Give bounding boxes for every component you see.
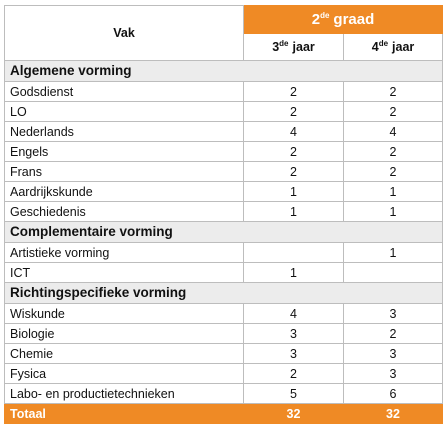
subject-row: Frans 2 2 [4, 161, 444, 182]
subject-header: Vak [4, 5, 244, 61]
hours-cell: 3 [342, 363, 444, 384]
hours-cell: 2 [342, 161, 444, 182]
group-number: 2 [311, 10, 321, 28]
subject-row: Artistieke vorming 1 [4, 242, 444, 263]
hours-cell: 1 [342, 201, 444, 222]
subject-name: LO [4, 101, 244, 122]
year-number: 4 [371, 40, 379, 54]
total-value: 32 [342, 403, 444, 424]
hours-cell: 2 [243, 141, 344, 162]
subject-row: Wiskunde 4 3 [4, 303, 444, 324]
year-suffix: de [378, 38, 389, 48]
hours-cell: 2 [243, 161, 344, 182]
group-suffix: de [320, 10, 330, 20]
section-title: Complementaire vorming [3, 221, 444, 243]
hours-cell: 4 [342, 121, 444, 142]
hours-cell: 2 [342, 141, 444, 162]
year-label: jaar [292, 40, 315, 54]
hours-cell: 2 [342, 81, 444, 102]
subject-row: Aardrijkskunde 1 1 [4, 181, 444, 202]
hours-cell: 2 [342, 323, 444, 344]
hours-cell: 6 [342, 383, 444, 404]
group-header: 2de graad [242, 5, 444, 34]
subject-row: Godsdienst 2 2 [4, 81, 444, 102]
total-row: Totaal 32 32 [4, 403, 444, 424]
subject-row: Chemie 3 3 [4, 343, 444, 364]
subject-name: Labo- en productietechnieken [4, 383, 244, 404]
subject-name: ICT [4, 262, 244, 283]
hours-cell: 1 [243, 181, 344, 202]
curriculum-table: Vak 2de graad 3de jaar 4de jaar Algemene vo… [3, 5, 444, 424]
subject-row: Nederlands 4 4 [4, 121, 444, 142]
section-row: Complementaire vorming [3, 221, 444, 243]
year-number: 3 [272, 40, 280, 54]
subject-name: Artistieke vorming [4, 242, 244, 263]
section-row: Richtingspecifieke vorming [3, 282, 444, 304]
hours-cell: 1 [342, 181, 444, 202]
year-label: jaar [392, 40, 415, 54]
subject-row: Labo- en productietechnieken 5 6 [4, 383, 444, 404]
group-label: graad [333, 10, 375, 28]
hours-cell: 2 [243, 363, 344, 384]
subject-name: Nederlands [4, 121, 244, 142]
total-label: Totaal [4, 403, 244, 424]
hours-cell: 2 [243, 101, 344, 122]
section-title: Richtingspecifieke vorming [3, 282, 444, 304]
hours-cell: 3 [243, 323, 344, 344]
hours-cell: 3 [342, 343, 444, 364]
section-row: Algemene vorming [3, 60, 444, 82]
hours-cell: 1 [243, 262, 344, 283]
subject-row: LO 2 2 [4, 101, 444, 122]
subject-name: Fysica [4, 363, 244, 384]
subject-name: Aardrijkskunde [4, 181, 244, 202]
subject-name: Godsdienst [4, 81, 244, 102]
hours-cell: 2 [243, 81, 344, 102]
subject-row: Engels 2 2 [4, 141, 444, 162]
subject-name: Geschiedenis [4, 201, 244, 222]
subject-name: Wiskunde [4, 303, 244, 324]
hours-cell: 3 [342, 303, 444, 324]
section-title: Algemene vorming [3, 60, 444, 82]
hours-cell: 1 [342, 242, 444, 263]
total-value: 32 [243, 403, 344, 424]
table-body: Vak 2de graad 3de jaar 4de jaar Algemene vo… [3, 5, 444, 424]
subject-row: Geschiedenis 1 1 [4, 201, 444, 222]
year-header: 4de jaar [342, 33, 444, 61]
subject-row: Biologie 3 2 [4, 323, 444, 344]
hours-cell: 4 [243, 121, 344, 142]
hours-cell: 4 [243, 303, 344, 324]
subject-name: Frans [4, 161, 244, 182]
year-header: 3de jaar [243, 33, 344, 61]
subject-name: Biologie [4, 323, 244, 344]
hours-cell [342, 262, 444, 283]
subject-name: Engels [4, 141, 244, 162]
header-row: Vak 2de graad [4, 5, 444, 61]
hours-cell: 5 [243, 383, 344, 404]
hours-cell [243, 242, 344, 263]
year-row: 3de jaar 4de jaar [5, 33, 444, 61]
year-suffix: de [279, 38, 289, 48]
subject-name: Chemie [4, 343, 244, 364]
subject-row: Fysica 2 3 [4, 363, 444, 384]
subject-row: ICT 1 [4, 262, 444, 283]
hours-cell: 2 [342, 101, 444, 122]
hours-cell: 1 [243, 201, 344, 222]
hours-cell: 3 [243, 343, 344, 364]
